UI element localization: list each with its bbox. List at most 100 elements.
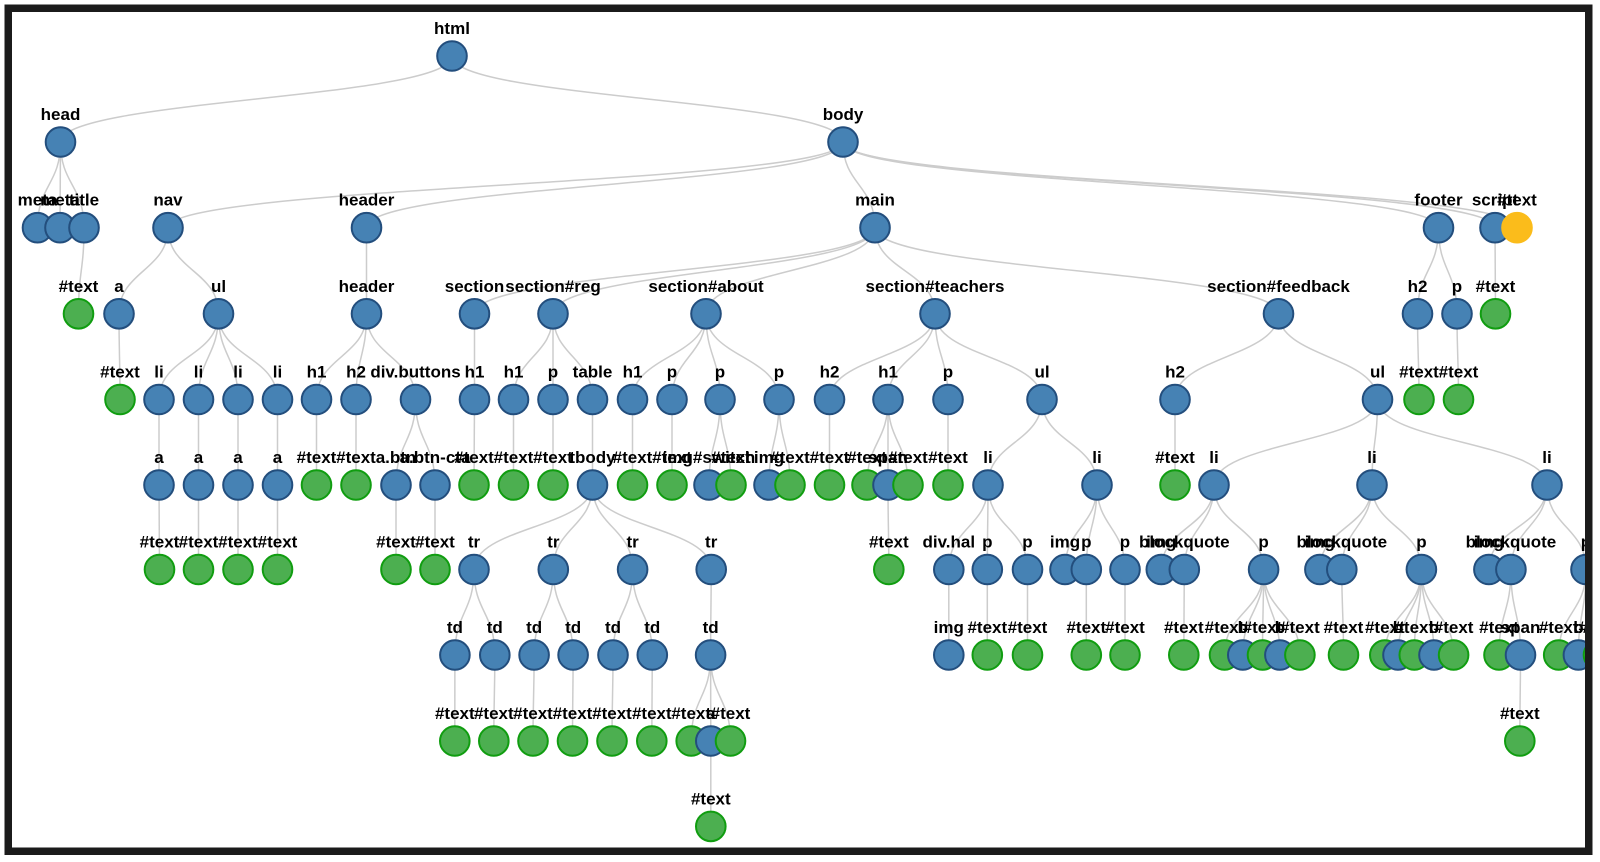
svg-text:#text: #text — [967, 618, 1007, 637]
svg-text:a: a — [114, 277, 124, 296]
svg-text:#text: #text — [1399, 363, 1439, 382]
svg-text:#text: #text — [258, 533, 298, 552]
svg-text:section#about: section#about — [648, 277, 764, 296]
svg-text:div.hal: div.hal — [923, 533, 976, 552]
svg-text:section: section — [445, 277, 505, 296]
svg-text:p: p — [1081, 533, 1091, 552]
svg-text:h2: h2 — [346, 363, 366, 382]
svg-text:a: a — [233, 448, 243, 467]
svg-text:#text: #text — [376, 533, 416, 552]
svg-text:p: p — [774, 363, 784, 382]
svg-text:td: td — [447, 618, 463, 637]
svg-text:#text: #text — [1105, 618, 1145, 637]
svg-text:h2: h2 — [1408, 277, 1428, 296]
svg-text:h1: h1 — [307, 363, 327, 382]
svg-text:a: a — [194, 448, 204, 467]
svg-text:#text: #text — [1280, 618, 1320, 637]
svg-text:#text: #text — [1439, 363, 1479, 382]
svg-text:title: title — [69, 191, 99, 210]
svg-text:ul: ul — [1034, 363, 1049, 382]
svg-text:h2: h2 — [1165, 363, 1185, 382]
svg-text:tr: tr — [547, 533, 560, 552]
svg-text:#text: #text — [928, 448, 968, 467]
svg-text:p: p — [1416, 533, 1426, 552]
svg-text:#text: #text — [1497, 191, 1537, 210]
svg-text:#text: #text — [1155, 448, 1195, 467]
svg-text:#text: #text — [297, 448, 337, 467]
svg-text:img: img — [754, 448, 784, 467]
svg-text:p: p — [667, 363, 677, 382]
svg-text:img#switch: img#switch — [663, 448, 756, 467]
svg-text:li: li — [1367, 448, 1376, 467]
svg-text:footer: footer — [1414, 191, 1463, 210]
svg-text:#text: #text — [494, 448, 534, 467]
svg-text:h1: h1 — [504, 363, 524, 382]
svg-text:b: b — [1275, 618, 1285, 637]
svg-text:p: p — [548, 363, 558, 382]
svg-text:head: head — [41, 105, 81, 124]
svg-text:#text: #text — [1365, 618, 1405, 637]
svg-text:#text: #text — [179, 533, 219, 552]
svg-text:table: table — [573, 363, 613, 382]
svg-text:#text: #text — [1164, 618, 1204, 637]
svg-text:#text: #text — [613, 448, 653, 467]
svg-text:blockquote: blockquote — [1139, 533, 1230, 552]
svg-text:b: b — [1429, 618, 1439, 637]
svg-text:#text: #text — [1243, 618, 1283, 637]
svg-text:#text: #text — [1479, 618, 1519, 637]
svg-text:#text: #text — [888, 448, 928, 467]
svg-text:#text: #text — [218, 533, 258, 552]
svg-text:ul: ul — [211, 277, 226, 296]
svg-text:#text: #text — [513, 704, 553, 723]
svg-text:#text: #text — [671, 704, 711, 723]
svg-text:td: td — [565, 618, 581, 637]
svg-text:#text: #text — [691, 789, 731, 808]
svg-text:li: li — [983, 448, 992, 467]
svg-text:li: li — [1542, 448, 1551, 467]
svg-text:li: li — [1092, 448, 1101, 467]
svg-text:li: li — [1209, 448, 1218, 467]
svg-text:p: p — [1022, 533, 1032, 552]
svg-text:section#feedback: section#feedback — [1207, 277, 1350, 296]
svg-text:td: td — [487, 618, 503, 637]
svg-text:#text: #text — [415, 533, 455, 552]
svg-text:tbody: tbody — [569, 448, 616, 467]
svg-text:a.btn: a.btn — [376, 448, 417, 467]
svg-text:#text: #text — [1434, 618, 1474, 637]
svg-text:#text: #text — [1066, 618, 1106, 637]
svg-text:a: a — [706, 704, 716, 723]
svg-text:p: p — [982, 533, 992, 552]
svg-text:li: li — [273, 363, 282, 382]
svg-text:p: p — [715, 363, 725, 382]
svg-text:#text: #text — [810, 448, 850, 467]
svg-text:h1: h1 — [465, 363, 485, 382]
svg-text:td: td — [644, 618, 660, 637]
svg-text:section#teachers: section#teachers — [866, 277, 1005, 296]
svg-text:#text: #text — [1394, 618, 1434, 637]
svg-text:html: html — [434, 19, 470, 38]
svg-text:b: b — [1573, 618, 1583, 637]
svg-text:tr: tr — [626, 533, 639, 552]
svg-text:td: td — [526, 618, 542, 637]
svg-text:blockquote: blockquote — [1466, 533, 1557, 552]
svg-text:img: img — [1305, 533, 1335, 552]
svg-text:span: span — [868, 448, 908, 467]
svg-text:tr: tr — [705, 533, 718, 552]
svg-text:ul: ul — [1370, 363, 1385, 382]
svg-text:header: header — [339, 277, 395, 296]
svg-text:#text: #text — [652, 448, 692, 467]
svg-text:#text: #text — [140, 533, 180, 552]
svg-text:#text: #text — [770, 448, 810, 467]
svg-text:#text: #text — [553, 704, 593, 723]
svg-text:#text: #text — [1500, 704, 1540, 723]
svg-text:a: a — [154, 448, 164, 467]
svg-text:img: img — [1050, 533, 1080, 552]
svg-text:main: main — [855, 191, 895, 210]
svg-text:h2: h2 — [820, 363, 840, 382]
svg-text:body: body — [823, 105, 864, 124]
svg-text:#text: #text — [711, 448, 751, 467]
svg-text:a.btn-cta: a.btn-cta — [400, 448, 471, 467]
svg-text:span: span — [1501, 618, 1541, 637]
svg-text:#text: #text — [454, 448, 494, 467]
svg-text:h1: h1 — [623, 363, 643, 382]
